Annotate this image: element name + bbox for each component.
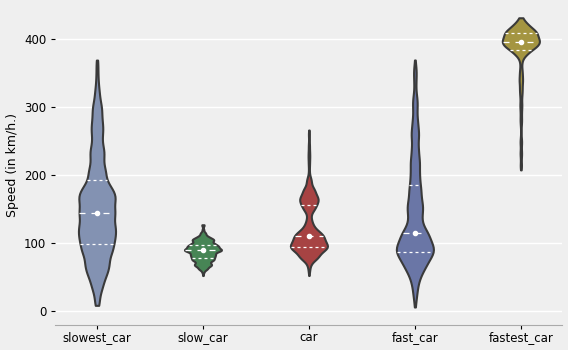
Y-axis label: Speed (in km/h.): Speed (in km/h.) — [6, 113, 19, 217]
